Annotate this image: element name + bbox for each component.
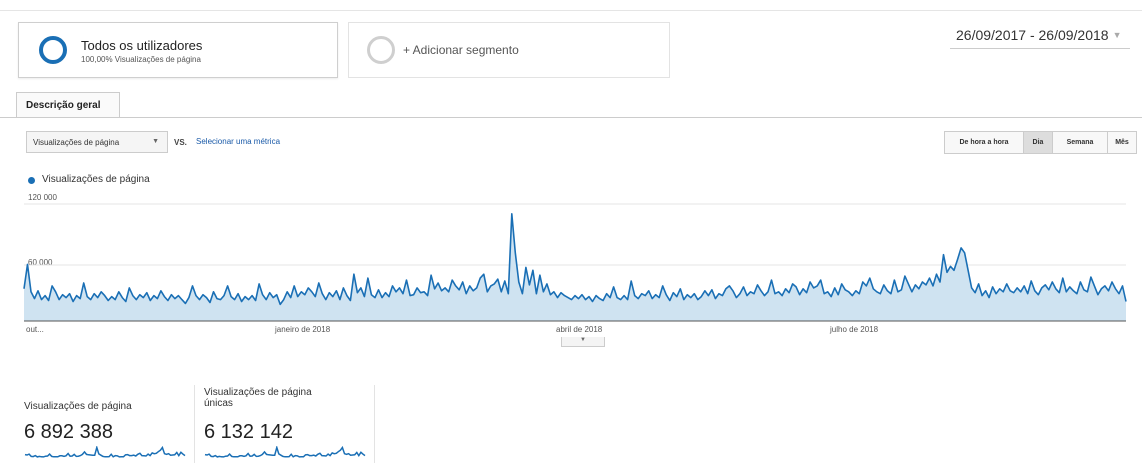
segment-title: Todos os utilizadores: [81, 38, 203, 53]
chevron-down-icon: ▼: [1112, 30, 1122, 40]
x-tick-label: janeiro de 2018: [275, 325, 331, 334]
y-tick-label: 120 000: [28, 193, 57, 202]
tab-divider: [0, 117, 1142, 118]
legend-label: Visualizações de página: [42, 174, 150, 185]
chart-collapse-handle[interactable]: ▼: [561, 337, 605, 347]
kpi-value-pageviews: 6 892 388: [24, 421, 113, 443]
select-metric-link[interactable]: Selecionar uma métrica: [196, 137, 281, 146]
date-range-underline: [950, 48, 1130, 49]
chart-area: [24, 213, 1126, 321]
granularity-month-button[interactable]: Mês: [1107, 131, 1137, 154]
x-tick-label: out...: [26, 325, 44, 334]
x-tick-label: abril de 2018: [556, 325, 603, 334]
kpi-label-unique-pageviews: Visualizações de página únicas: [204, 387, 312, 409]
sparkline-path: [24, 446, 186, 458]
kpi-divider: [194, 385, 195, 463]
kpi-divider: [374, 385, 375, 463]
segment-subtitle: 100,00% Visualizações de página: [81, 55, 201, 64]
kpi-sparkline-unique-pageviews: [204, 446, 366, 458]
add-segment-button[interactable]: + Adicionar segmento: [348, 22, 670, 78]
date-range-picker[interactable]: 26/09/2017 - 26/09/2018 ▼: [956, 27, 1122, 43]
date-range-text: 26/09/2017 - 26/09/2018: [956, 27, 1109, 43]
kpi-sparkline-pageviews: [24, 446, 186, 458]
metric-select-value: Visualizações de página: [33, 138, 120, 147]
kpi-label-line: Visualizações de página: [204, 387, 312, 398]
sparkline-path: [204, 446, 366, 458]
empty-ring-icon: [367, 36, 395, 64]
kpi-value-unique-pageviews: 6 132 142: [204, 421, 293, 443]
pageviews-chart[interactable]: [0, 0, 1142, 345]
y-tick-label: 60 000: [28, 258, 53, 267]
top-divider: [0, 10, 1142, 11]
chevron-down-icon: ▼: [152, 138, 159, 145]
vs-label: VS.: [174, 138, 187, 147]
legend-dot-icon: [28, 177, 35, 184]
kpi-label-pageviews: Visualizações de página: [24, 401, 132, 412]
chevron-down-icon: ▼: [580, 337, 586, 343]
tab-overview[interactable]: Descrição geral: [16, 92, 120, 118]
segment-all-users[interactable]: Todos os utilizadores 100,00% Visualizaç…: [18, 22, 338, 78]
chart-series-line: [23, 213, 1127, 306]
x-tick-label: julho de 2018: [830, 325, 879, 334]
add-segment-label: + Adicionar segmento: [403, 43, 519, 57]
metric-select[interactable]: Visualizações de página ▼: [26, 131, 168, 153]
kpi-label-line: únicas: [204, 398, 233, 409]
segment-ring-icon: [39, 36, 67, 64]
